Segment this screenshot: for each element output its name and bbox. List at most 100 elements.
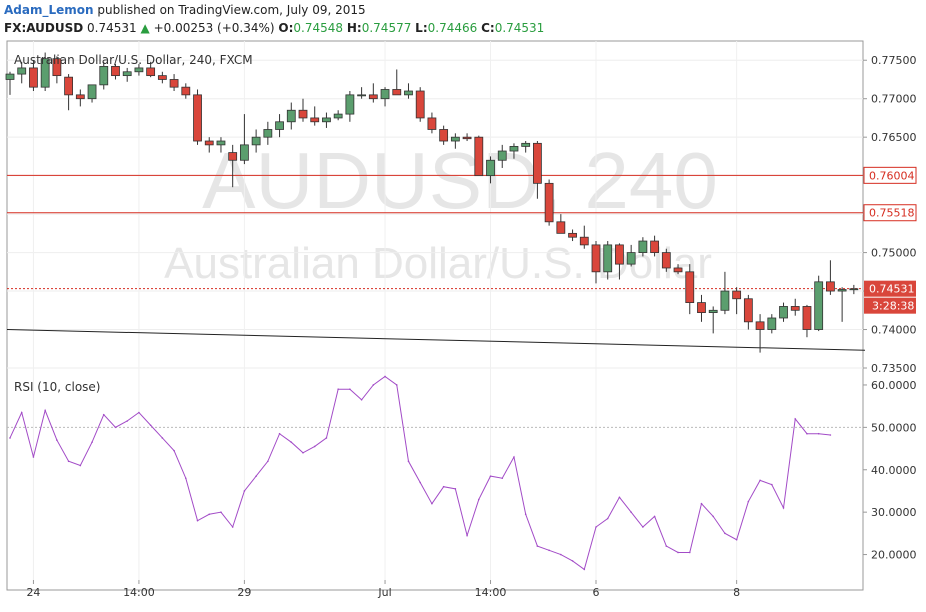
candle-body [568,232,577,238]
rsi-point [173,449,175,452]
rsi-point [32,456,35,458]
candle [286,102,296,130]
rsi-point [560,553,562,556]
candle-body [345,94,355,115]
price-change: +0.00253 (+0.34%) [153,21,275,35]
candle-body [263,129,273,138]
rsi-point [536,545,539,547]
candle [568,229,577,242]
candle-body [650,240,659,253]
candle [239,114,249,165]
rsi-point [524,513,527,516]
rsi-point [759,479,761,482]
rsi-point [302,452,304,454]
rsi-point [278,432,281,435]
candle [322,112,331,128]
candle [415,87,425,122]
countdown-label: 3:28:38 [872,300,914,313]
candle-body [603,244,613,273]
rsi-point [618,496,621,499]
candle-body [134,67,144,73]
rsi-point [735,538,738,541]
candle [263,121,273,145]
rsi-point [747,500,750,503]
candle [661,248,671,272]
candle-body [368,94,378,100]
rsi-point [349,388,351,391]
candle-body [404,90,413,96]
rsi-point [337,388,339,391]
candle [298,98,308,122]
candle [404,83,413,99]
rsi-point [501,477,504,480]
candle [228,144,238,188]
rsi-point [9,437,11,439]
candle-body [5,73,15,80]
rsi-point [606,517,609,520]
candle [462,133,472,142]
candle [134,64,144,76]
candle-body [380,89,390,100]
candle [64,74,73,111]
rsi-point [231,526,234,528]
rsi-point [665,545,668,547]
candle [591,241,601,284]
candle [509,143,519,159]
rsi-point [466,534,468,537]
time-tick-label: 29 [237,586,251,599]
rsi-point [395,384,398,386]
time-tick-label: Jul [377,586,391,599]
candle [779,302,788,322]
candle [533,141,542,199]
rsi-point [688,551,691,554]
candle [732,287,742,315]
rsi-point [102,413,105,416]
candle-body [474,136,484,177]
low-value: 0.74466 [427,21,478,35]
rsi-tick-label: 50.0000 [871,421,917,434]
rsi-title: RSI (10, close) [14,380,100,394]
rsi-point [313,445,316,448]
candle [204,137,214,153]
rsi-point [149,424,152,427]
time-tick-label: 8 [733,586,740,599]
rsi-point [290,441,293,444]
candle [75,89,85,107]
candle [521,141,531,153]
price-tick-label: 0.73500 [871,362,917,375]
candle [99,61,109,90]
rsi-point [208,513,211,516]
header-line-1: Adam_Lemon published on TradingView.com,… [4,3,366,17]
candle [626,244,636,267]
candle-body [40,58,50,88]
candle [357,87,367,99]
rsi-point [431,502,433,505]
candle [826,260,835,295]
rsi-point [325,437,328,439]
rsi-point [817,432,820,435]
candle [697,294,706,322]
rsi-point [712,515,714,518]
high-label: H: [346,21,362,35]
candle-body [64,76,73,96]
rsi-point [642,526,644,528]
candle [450,133,460,149]
rsi-point [419,481,422,484]
candle [368,83,378,103]
time-tick-label: 6 [593,586,600,599]
candle-body [743,298,753,323]
author-link[interactable]: Adam_Lemon [4,3,94,17]
candle [251,129,261,153]
candle-body [439,129,449,142]
candle-body [29,67,38,88]
rsi-point [724,532,726,535]
level-price-label: 0.75518 [869,207,915,220]
rsi-point [360,399,363,401]
candle-body [204,140,214,146]
watermark-symbol: AUDUSD, 240 [202,136,718,225]
rsi-point [91,441,93,444]
candle-body [462,136,472,140]
candle-body [521,142,531,147]
rsi-point [56,439,58,441]
